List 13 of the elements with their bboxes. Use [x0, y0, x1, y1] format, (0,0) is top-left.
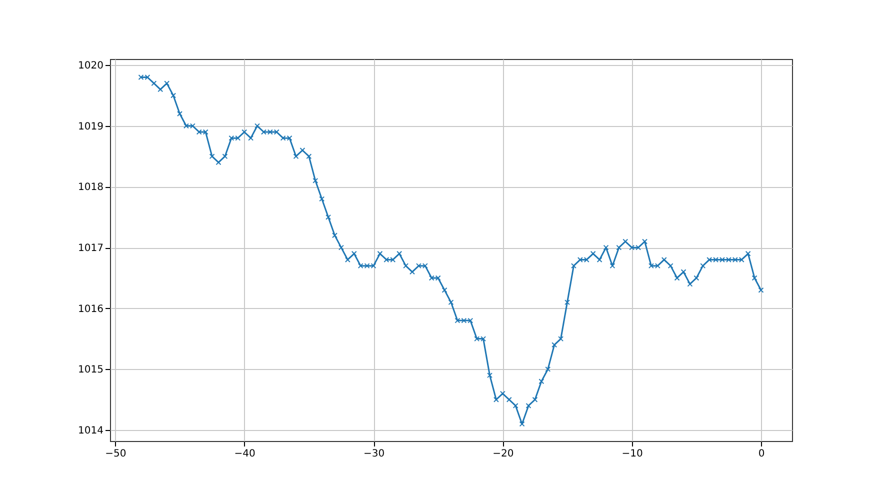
x-tick-label: 0: [758, 448, 765, 460]
y-tick-label: 1015: [78, 364, 104, 376]
y-tick-label: 1014: [78, 426, 104, 437]
y-tick-label: 1020: [78, 60, 104, 72]
x-tick-label: −40: [234, 448, 256, 460]
x-tick-label: −10: [622, 448, 643, 460]
x-tick-label: −50: [105, 448, 126, 460]
y-tick-label: 1016: [78, 304, 104, 315]
x-tick-label: −30: [363, 448, 385, 460]
x-tick-label: −20: [492, 448, 514, 460]
y-tick-label: 1019: [78, 121, 104, 132]
y-tick-label: 1017: [78, 243, 104, 254]
y-tick-label: 1018: [78, 182, 104, 194]
